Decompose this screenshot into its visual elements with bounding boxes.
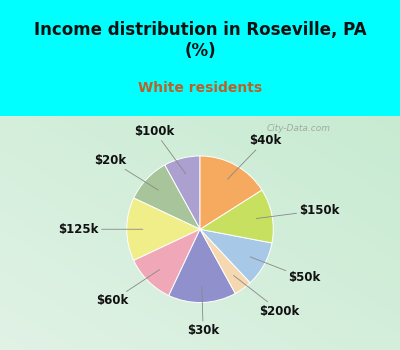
Text: City-Data.com: City-Data.com bbox=[266, 124, 330, 133]
Wedge shape bbox=[200, 190, 273, 243]
Text: $100k: $100k bbox=[135, 125, 186, 174]
Wedge shape bbox=[127, 198, 200, 260]
Wedge shape bbox=[134, 229, 200, 295]
Text: Income distribution in Roseville, PA
(%): Income distribution in Roseville, PA (%) bbox=[34, 21, 366, 60]
Text: $30k: $30k bbox=[187, 286, 219, 337]
Wedge shape bbox=[200, 156, 262, 229]
Wedge shape bbox=[165, 156, 200, 229]
Text: $125k: $125k bbox=[58, 223, 143, 236]
Text: $20k: $20k bbox=[94, 154, 158, 190]
Text: $150k: $150k bbox=[256, 204, 340, 218]
Text: $50k: $50k bbox=[250, 257, 321, 285]
Wedge shape bbox=[200, 229, 272, 283]
Text: $60k: $60k bbox=[96, 270, 160, 307]
Text: $200k: $200k bbox=[234, 275, 300, 317]
Text: White residents: White residents bbox=[138, 81, 262, 95]
Wedge shape bbox=[134, 165, 200, 229]
Text: $40k: $40k bbox=[228, 134, 281, 179]
Wedge shape bbox=[169, 229, 235, 302]
Wedge shape bbox=[200, 229, 250, 293]
